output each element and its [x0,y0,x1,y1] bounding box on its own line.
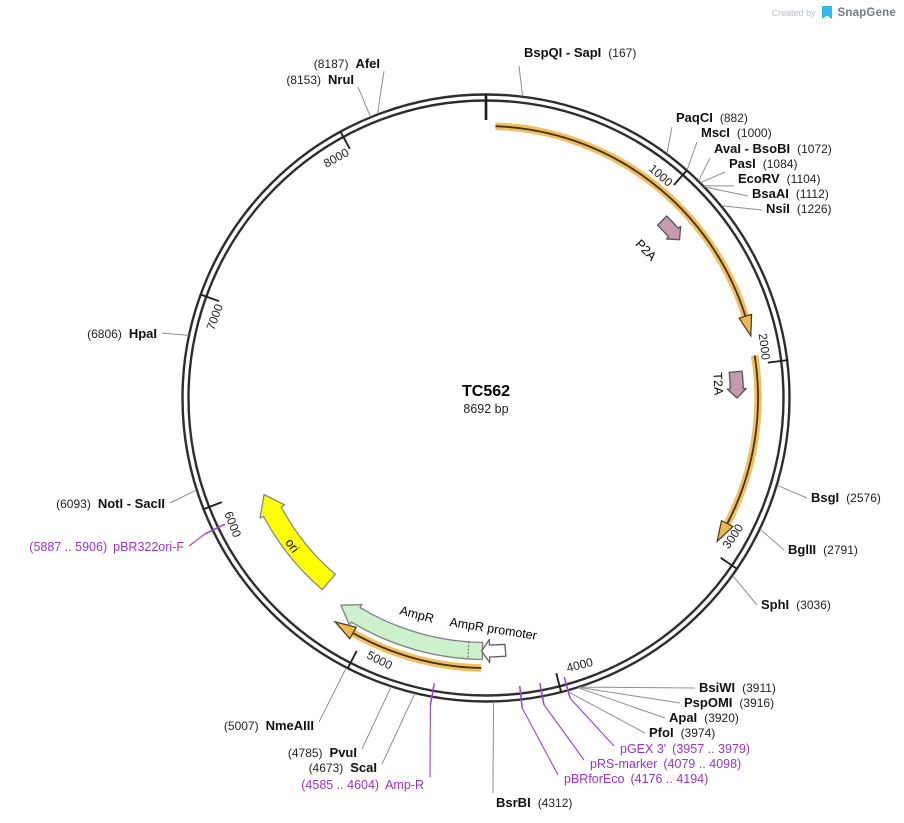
site-connector-line [377,70,385,115]
site-connector-line [577,687,666,719]
primer-connector-line [569,698,615,747]
site-connector-line [666,126,673,154]
enzyme-site-label[interactable]: MscI (1000) [701,125,772,140]
scale-tick-7000 [199,293,220,303]
site-connector-line [700,171,726,184]
orf-arc-1-centerline [495,125,747,317]
primer-tick [518,685,523,708]
primer-label[interactable]: (5887 .. 5906) pBR322ori-F [29,540,184,554]
orf-arc-2-arrowhead[interactable] [716,519,735,544]
orf-arc-1-arrowhead[interactable] [738,313,753,338]
enzyme-site-label[interactable]: SphI (3036) [761,597,831,612]
scale-tick-3000 [720,557,738,570]
plasmid-name: TC562 [462,383,510,400]
snapgene-brand-text: SnapGene [837,6,896,19]
orf-arc-3-centerline [352,632,482,669]
primer-tick [539,682,545,705]
feature-label-t2a[interactable]: T2A [710,372,725,396]
watermark: Created by SnapGene [771,5,896,20]
enzyme-site-label[interactable]: PfoI (3974) [649,725,715,740]
orf-arc-2-centerline [726,355,759,525]
primer-label[interactable]: pBRforEco (4176 .. 4194) [564,772,708,786]
site-connector-line [318,667,347,723]
primer-connector-line [188,533,206,547]
feature-arrow-p2a[interactable] [656,215,682,241]
site-connector-line [704,186,749,197]
orf-arc-3-arrowhead[interactable] [333,620,358,640]
enzyme-site-label[interactable]: BsrBI (4312) [496,795,572,810]
site-connector-line [518,65,524,97]
plasmid-size: 8692 bp [463,402,508,416]
scale-label-2000: 2000 [756,332,773,361]
enzyme-site-label[interactable]: (4785) PvuI [288,745,357,760]
feature-arrow-ampr[interactable] [340,603,484,661]
scale-tick-8000 [339,130,351,150]
site-connector-line [492,701,494,794]
feature-label-p2a[interactable]: P2A [633,237,660,264]
enzyme-site-label[interactable]: BglII (2791) [788,542,858,557]
enzyme-site-label[interactable]: BsaAI (1112) [752,186,829,201]
site-connector-line [566,690,646,734]
primer-tick [563,676,571,699]
site-connector-line [381,693,416,765]
scale-tick-1000 [673,169,688,186]
enzyme-site-label[interactable]: ApaI (3920) [669,710,739,725]
feature-arrow-ampr-promoter[interactable] [480,638,507,664]
feature-label-ampr[interactable]: AmpR [398,603,435,626]
enzyme-site-label[interactable]: EcoRV (1104) [738,171,820,186]
enzyme-site-label[interactable]: BsgI (2576) [811,490,881,505]
primer-connector-line [543,704,585,761]
site-connector-line [357,86,371,117]
primer-tick [429,683,436,706]
site-connector-line [579,686,696,689]
primer-connector-line [521,707,559,776]
scale-label-4000: 4000 [565,655,595,675]
enzyme-site-label[interactable]: BsiWI (3911) [699,680,776,695]
created-by-text: Created by [771,7,816,18]
primer-label[interactable]: pRS-marker (4079 .. 4098) [590,757,741,771]
enzyme-site-label[interactable]: AvaI - BsoBI (1072) [714,141,832,156]
scale-label-8000: 8000 [321,145,351,170]
site-connector-line [759,528,785,551]
scale-tick-4000 [555,672,563,693]
site-connector-line [732,575,758,606]
enzyme-site-label[interactable]: PaqCI (882) [676,110,748,125]
scale-tick-6000 [202,501,223,511]
scale-label-7000: 7000 [204,302,226,332]
primer-label[interactable]: (4585 .. 4604) Amp-R [301,778,424,792]
site-connector-line [169,489,197,504]
site-connector-line [686,141,698,171]
scale-tick-5000 [346,650,358,670]
enzyme-site-label[interactable]: (4673) ScaI [309,760,377,775]
enzyme-site-label[interactable]: (8153) NruI [286,72,354,87]
enzyme-site-label[interactable]: (6806) HpaI [87,326,157,341]
site-connector-line [777,484,808,499]
site-connector-line [721,205,763,211]
feature-label-ampr-promoter[interactable]: AmpR promoter [449,615,538,643]
snapgene-logo-icon [821,6,832,19]
feature-label-ori[interactable]: ori [282,536,302,556]
enzyme-site-label[interactable]: (5007) NmeAIII [224,718,314,733]
site-connector-line [698,157,711,182]
site-connector-line [578,686,681,704]
orf-arc-1-band[interactable] [495,122,749,318]
primer-label[interactable]: pGEX 3' (3957 .. 3979) [620,742,750,756]
feature-arrow-t2a[interactable] [726,370,747,399]
ampr-promoter-boundary [467,641,470,659]
enzyme-site-label[interactable]: NsiI (1226) [766,201,832,216]
enzyme-site-label[interactable]: BspQI - SapI (167) [524,45,636,60]
enzyme-site-label[interactable]: (6093) NotI - SacII [56,496,165,511]
scale-tick-2000 [767,359,788,364]
primer-tick [204,523,226,535]
site-connector-line [361,686,392,750]
enzyme-site-label[interactable]: PspOMI (3916) [684,695,774,710]
enzyme-site-label[interactable]: (8187) AfeI [314,56,380,71]
enzyme-site-label[interactable]: PasI (1084) [729,156,797,171]
feature-arrow-ori[interactable] [259,493,336,591]
site-connector-line [161,332,189,336]
